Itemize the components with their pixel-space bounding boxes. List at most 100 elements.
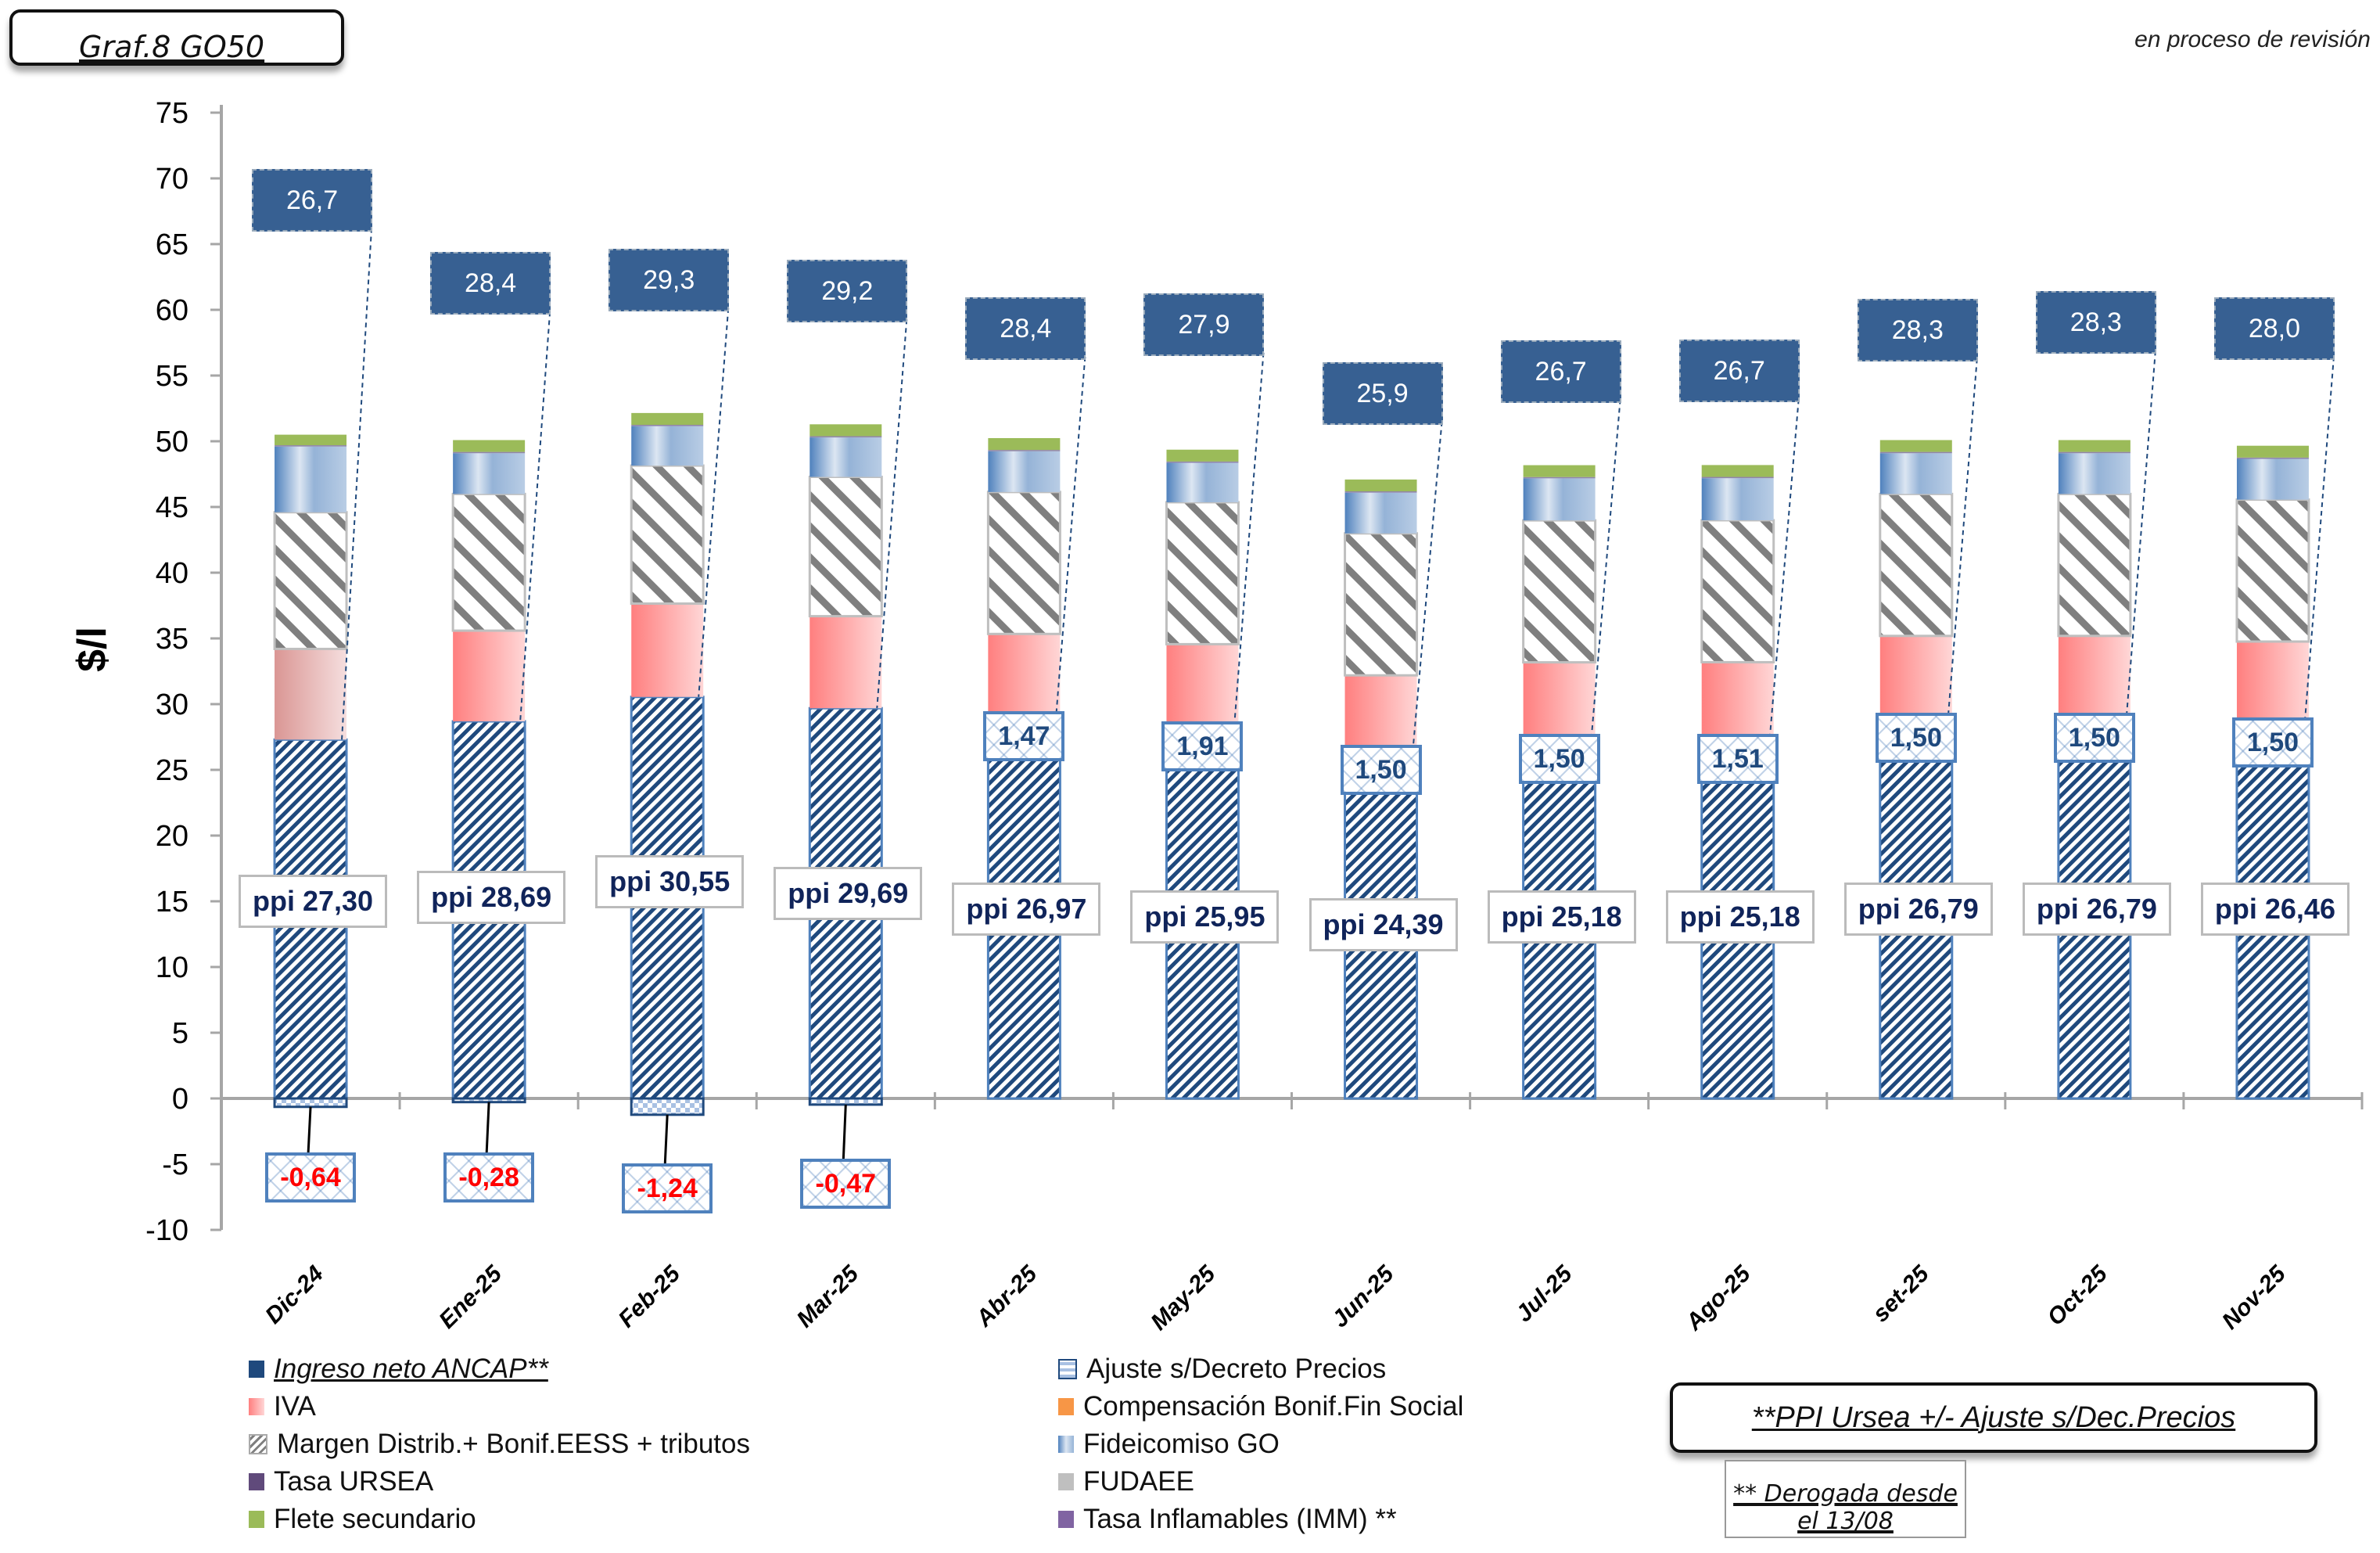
data-label-ajuste: -1,24 [622,1163,713,1213]
bar-segment-margen [451,492,526,632]
bar-segment-ursea [1879,451,1952,454]
bar-segment-margen [273,511,348,650]
bar-segment-margen [1700,519,1775,663]
ajuste-leader-line [485,1102,490,1154]
x-tick-label: Jul-25 [1511,1260,1578,1328]
bar-segment-margen [986,491,1061,635]
bar-segment-iva [1701,662,1774,748]
data-label-ppi: ppi 29,69 [774,867,923,920]
chart-title-box: Graf.8 GO50 [9,9,344,66]
data-label-ajuste: -0,64 [265,1152,357,1202]
bar-segment-ursea [1344,491,1417,493]
legend-label: Tasa Inflamables (IMM) ** [1083,1504,1397,1534]
y-tick-label: 30 [156,688,188,721]
legend-label: Margen Distrib.+ Bonif.EESS + tributos [277,1429,750,1459]
bar-segment-ursea [2236,457,2309,459]
bar-segment-fideicomiso [1344,492,1417,534]
legend-swatch-ingreso [249,1361,264,1378]
data-label-ppi: ppi 26,46 [2200,883,2349,936]
bar-segment-iva [1344,675,1417,759]
legend-item-compensacion[interactable]: Compensación Bonif.Fin Social [1058,1391,1463,1422]
bar-segment-iva [631,603,704,697]
data-label-ppi: ppi 25,18 [1487,890,1636,944]
legend-item-inflamables[interactable]: Tasa Inflamables (IMM) ** [1058,1504,1397,1535]
bar-segment-iva [988,634,1061,725]
bar-segment-margen [630,464,705,605]
bar-group [630,412,705,1116]
bar-segment-margen [1165,501,1240,645]
y-tick-label: 10 [156,951,188,984]
bar-segment-iva [275,649,347,740]
legend-item-fideicomiso[interactable]: Fideicomiso GO [1058,1429,1280,1460]
leader-line [1946,358,1978,727]
bar-segment-fideicomiso [1523,478,1596,521]
bar-segment-ursea [809,436,882,438]
y-tick-label: -5 [162,1149,188,1181]
data-label-ingreso-total: 28,3 [2035,291,2156,354]
data-label-ingreso-total: 29,3 [608,248,730,311]
bar-segment-ursea [988,450,1061,451]
leader-line [1589,399,1621,748]
y-tick-label: 45 [156,491,188,524]
x-tick-label: set-25 [1868,1260,1935,1328]
data-label-ajuste: 1,50 [1875,713,1957,764]
revision-status: en proceso de revisión [2134,27,2371,52]
legend-item-ingreso[interactable]: Ingreso neto ANCAP** [249,1353,548,1385]
x-tick-label: Nov-25 [2217,1260,2292,1335]
x-tick-label: Jun-25 [1327,1260,1400,1333]
bar-segment-fideicomiso [631,426,704,466]
ppi-note: **PPI Ursea +/- Ajuste s/Dec.Precios [1751,1401,2236,1434]
ajuste-leader-line [842,1104,847,1160]
leader-line [1768,399,1800,748]
data-label-ppi: ppi 24,39 [1308,898,1458,951]
bar-segment-margen [2235,498,2310,643]
legend-item-ursea[interactable]: Tasa URSEA [249,1466,433,1497]
bar-segment-margen [1522,519,1597,664]
y-tick-label: 75 [156,97,188,130]
bar-segment-flete [988,437,1061,451]
legend-swatch-fudaee [1058,1473,1074,1490]
data-label-ingreso-total: 29,2 [787,260,908,323]
bar-segment-ajuste [451,1097,526,1104]
data-label-ajuste: -0,28 [443,1152,535,1202]
ajuste-leader-line [307,1106,312,1154]
legend-item-ajuste[interactable]: Ajuste s/Decreto Precios [1058,1353,1386,1385]
bar-segment-iva [809,616,882,709]
data-label-ingreso-total: 26,7 [1500,340,1621,403]
bar-group [986,437,1061,1100]
y-tick-label: 40 [156,557,188,590]
data-label-ajuste: 1,91 [1161,721,1244,771]
legend-swatch-flete [249,1511,264,1528]
data-label-ingreso-total: 27,9 [1143,293,1265,356]
leader-line [1411,421,1443,759]
data-label-ingreso-total: 28,4 [430,252,551,315]
data-label-ingreso-total: 26,7 [252,168,373,232]
x-tick-label: Oct-25 [2042,1260,2113,1331]
x-tick-label: Ene-25 [434,1260,508,1334]
chart-title: Graf.8 GO50 [79,30,265,64]
legend-item-flete[interactable]: Flete secundario [249,1504,476,1535]
legend-label: IVA [274,1391,316,1422]
legend-item-iva[interactable]: IVA [249,1391,316,1422]
legend-label: Fideicomiso GO [1083,1429,1280,1459]
data-label-ppi: ppi 26,97 [952,883,1101,936]
bar-segment-fideicomiso [988,451,1061,492]
legend-label: Ajuste s/Decreto Precios [1086,1353,1387,1384]
data-label-ppi: ppi 25,18 [1665,890,1815,944]
bar-segment-ursea [275,445,347,447]
bar-segment-ursea [1701,476,1774,479]
bar-group [2057,440,2132,1100]
bar-segment-fideicomiso [1701,478,1774,520]
y-tick-label: 60 [156,294,188,327]
legend-label: Ingreso neto ANCAP** [274,1353,548,1384]
data-label-ajuste: 1,51 [1696,734,1779,785]
bar-segment-fideicomiso [809,437,882,477]
y-tick-label: -10 [145,1214,188,1247]
leader-line [1233,352,1265,733]
legend-item-margen[interactable]: Margen Distrib.+ Bonif.EESS + tributos [249,1429,750,1460]
legend-item-fudaee[interactable]: FUDAEE [1058,1466,1194,1497]
legend-label: Flete secundario [274,1504,476,1534]
x-tick-label: Mar-25 [792,1260,865,1333]
bar-segment-flete [275,434,347,446]
bar-segment-iva [1879,635,1952,727]
